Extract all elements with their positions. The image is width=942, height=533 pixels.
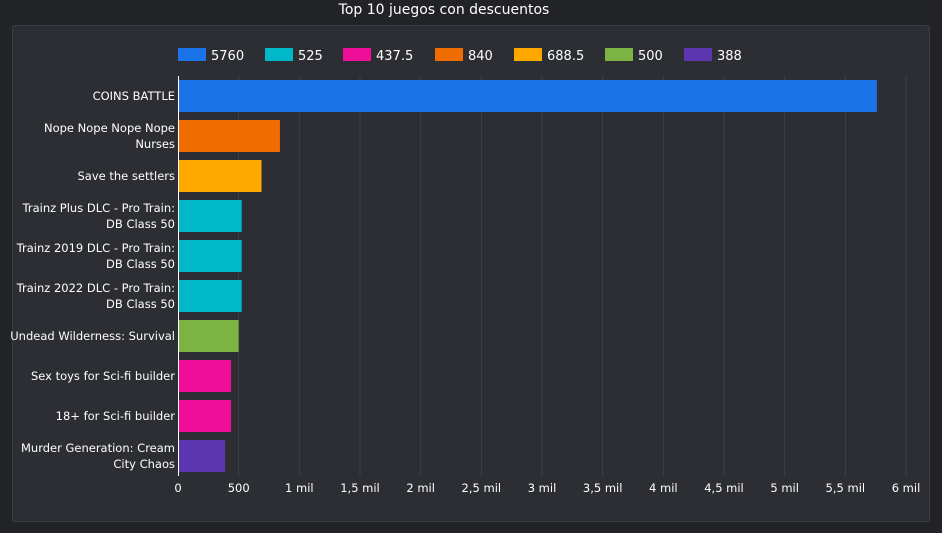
legend-label: 437.5: [376, 49, 413, 64]
x-tick-label: 3,5 mil: [583, 481, 623, 495]
bar: [178, 200, 242, 232]
category-label: Save the settlers: [78, 169, 176, 183]
x-tick-label: 3 mil: [528, 481, 557, 495]
category-label: 18+ for Sci-fi builder: [56, 409, 176, 423]
bar: [178, 360, 232, 392]
bar: [178, 280, 242, 312]
x-tick-label: 1,5 mil: [340, 481, 380, 495]
bar: [178, 400, 232, 432]
x-tick-label: 500: [228, 481, 250, 495]
x-tick-label: 6 mil: [892, 481, 921, 495]
category-label: Trainz 2019 DLC - Pro Train:: [16, 241, 175, 255]
legend-swatch: [684, 48, 712, 61]
category-label: COINS BATTLE: [93, 89, 175, 103]
bar: [178, 240, 242, 272]
category-label: DB Class 50: [106, 217, 175, 231]
x-tick-label: 2 mil: [406, 481, 435, 495]
bar: [178, 120, 280, 152]
category-label: Undead Wilderness: Survival: [10, 329, 175, 343]
legend-label: 5760: [211, 49, 244, 64]
category-label: Trainz 2022 DLC - Pro Train:: [16, 281, 175, 295]
x-tick-label: 4,5 mil: [704, 481, 744, 495]
x-tick-label: 1 mil: [285, 481, 314, 495]
category-label: Nope Nope Nope Nope: [44, 121, 175, 135]
category-label: DB Class 50: [106, 257, 175, 271]
x-tick-label: 4 mil: [649, 481, 678, 495]
x-tick-label: 0: [174, 481, 181, 495]
category-label: Nurses: [135, 137, 175, 151]
legend-swatch: [605, 48, 633, 61]
bar: [178, 80, 877, 112]
category-label: Sex toys for Sci-fi builder: [31, 369, 175, 383]
bar: [178, 320, 239, 352]
legend-swatch: [343, 48, 371, 61]
chart-title: Top 10 juegos con descuentos: [338, 2, 550, 18]
x-tick-label: 5,5 mil: [826, 481, 866, 495]
legend-label: 500: [638, 49, 663, 64]
x-tick-label: 2,5 mil: [462, 481, 502, 495]
category-label: Trainz Plus DLC - Pro Train:: [22, 201, 175, 215]
legend-swatch: [265, 48, 293, 61]
legend-swatch: [514, 48, 542, 61]
category-label: Murder Generation: Cream: [21, 441, 175, 455]
bar: [178, 440, 226, 472]
legend-swatch: [178, 48, 206, 61]
legend-swatch: [435, 48, 463, 61]
category-label: DB Class 50: [106, 297, 175, 311]
category-label: City Chaos: [113, 457, 175, 471]
legend-label: 688.5: [547, 49, 584, 64]
bar: [178, 160, 262, 192]
legend-label: 388: [717, 49, 742, 64]
legend-label: 840: [468, 49, 493, 64]
legend-label: 525: [298, 49, 323, 64]
x-tick-label: 5 mil: [770, 481, 799, 495]
